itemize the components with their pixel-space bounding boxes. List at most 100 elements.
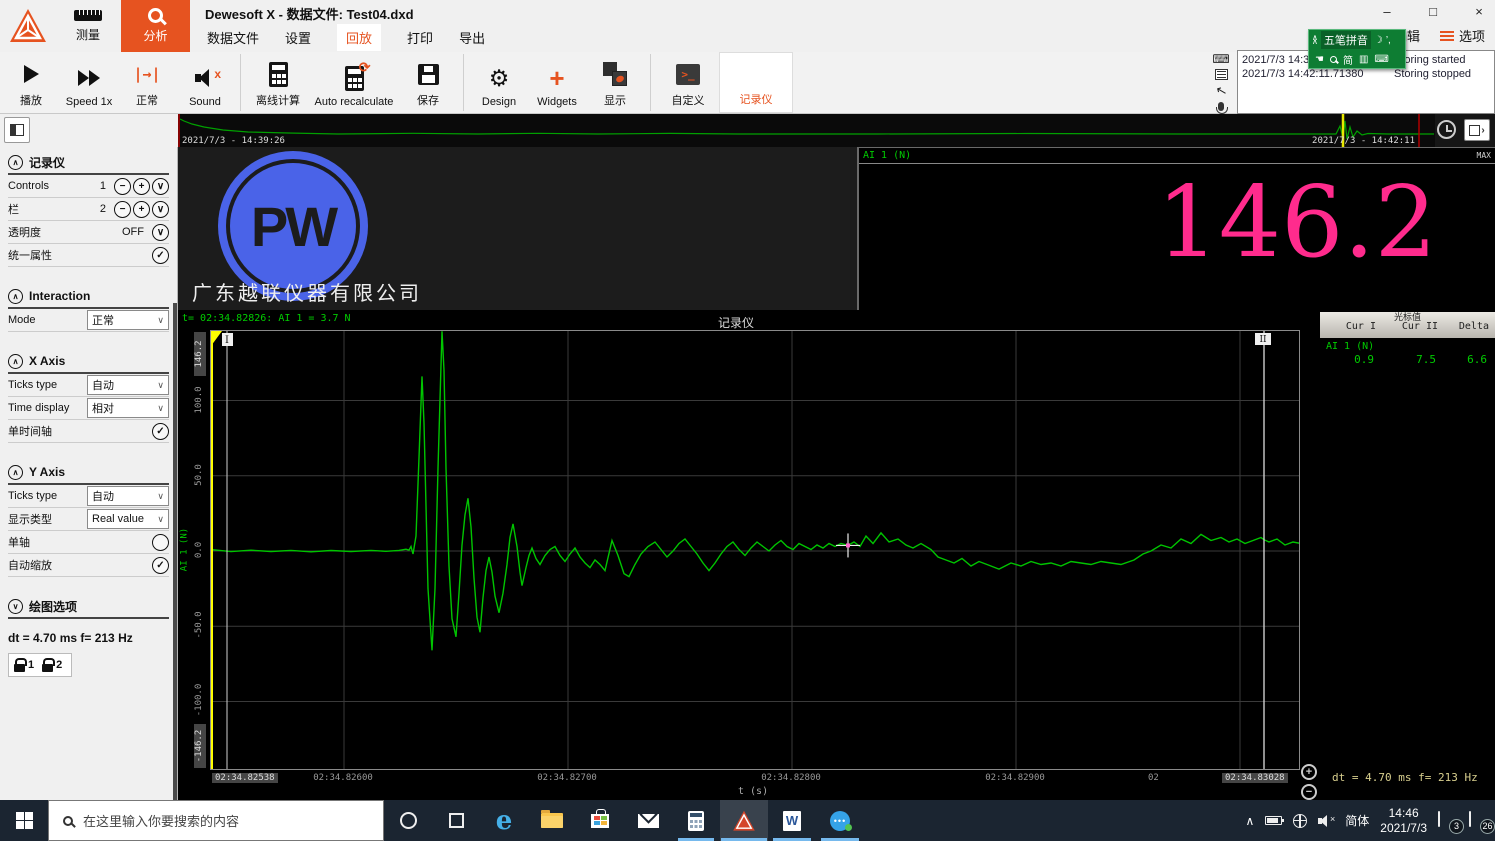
transparency-value: OFF [122, 226, 144, 238]
cortana-button[interactable] [384, 800, 432, 841]
word-button[interactable]: W [768, 800, 816, 841]
sound-button[interactable]: x Sound [189, 67, 221, 108]
ime-mode-indicator[interactable]: 简体 [1345, 814, 1370, 828]
notification-icon[interactable]: 3 [1438, 810, 1464, 834]
dewesoft-triangle-icon [9, 9, 46, 42]
mail-button[interactable] [624, 800, 672, 841]
columns-plus-button[interactable]: + [133, 200, 150, 218]
hand-icon[interactable]: ☚ [1315, 53, 1324, 65]
battery-icon[interactable] [1265, 816, 1285, 825]
menu-print[interactable]: 打印 [407, 30, 434, 46]
volume-muted-icon[interactable]: × [1318, 814, 1335, 827]
controls-dropdown-button[interactable]: ∨ [152, 177, 169, 195]
store-button[interactable] [576, 800, 624, 841]
play-button[interactable]: 播放 [2, 52, 60, 113]
single-time-axis-checkbox[interactable]: ✓ [152, 422, 169, 440]
recorder-view-button[interactable]: 记录仪 [719, 52, 793, 113]
overview-strip[interactable]: 2021/7/3 - 14:39:26 2021/7/3 - 14:42:11 [178, 114, 1435, 147]
menu-data-files[interactable]: 数据文件 [207, 30, 260, 46]
y-ticks-type-dropdown[interactable]: 自动 ∨ [87, 486, 169, 506]
normal-speed-button[interactable]: |→| 正常 [133, 65, 161, 107]
file-explorer-button[interactable] [528, 800, 576, 841]
section-draw-options[interactable]: ∨ 绘图选项 [8, 595, 169, 619]
svg-text:I: I [225, 335, 229, 346]
transparency-dropdown-button[interactable]: ∨ [152, 223, 169, 241]
maximize-button[interactable]: □ [1429, 3, 1437, 19]
custom-button[interactable]: >_ 自定义 [657, 52, 719, 113]
minimize-button[interactable]: – [1383, 3, 1391, 19]
simplified-toggle[interactable]: 简 [1342, 55, 1353, 67]
controls-minus-button[interactable]: − [114, 177, 131, 195]
edge-button[interactable]: e [480, 800, 528, 841]
widgets-button[interactable]: + Widgets [537, 63, 577, 108]
notes-icon[interactable] [1214, 69, 1228, 80]
main-plot[interactable]: I II [210, 330, 1302, 771]
sidebar-collapse-button[interactable] [4, 117, 30, 143]
display-channel: AI 1 (N) [863, 150, 912, 161]
lock-2-button[interactable]: 2 [42, 657, 62, 672]
hidden-icons-button[interactable]: ∧ [1245, 813, 1255, 828]
soft-keyboard-icon[interactable]: ⌨ [1374, 53, 1389, 65]
time-display-dropdown[interactable]: 相对 ∨ [87, 398, 169, 418]
close-button[interactable]: × [1475, 3, 1483, 19]
save-button[interactable]: 保存 [399, 52, 457, 113]
autoscale-checkbox[interactable]: ✓ [152, 556, 169, 574]
ime-collapse-icon[interactable]: ∧ ∧ [1312, 33, 1318, 46]
start-button[interactable] [0, 800, 48, 841]
task-view-button[interactable] [432, 800, 480, 841]
microphone-icon[interactable] [1216, 102, 1228, 114]
calculator-button[interactable] [672, 800, 720, 841]
controls-plus-button[interactable]: + [133, 177, 150, 195]
single-axis-checkbox[interactable] [152, 533, 169, 551]
display-type-dropdown[interactable]: Real value ∨ [87, 509, 169, 529]
ime-toolbar[interactable]: ∧ ∧ 五笔拼音 ☽ ’, ☚ 简 ▥ ⌨ [1308, 29, 1406, 69]
mode-dropdown[interactable]: 正常 ∨ [87, 310, 169, 330]
tab-measure[interactable]: 测量 [55, 0, 121, 52]
action-center-button[interactable]: 26 [1469, 810, 1495, 834]
section-interaction[interactable]: ∧ Interaction [8, 285, 169, 309]
terminal-icon: >_ [676, 63, 700, 85]
sidebar-scrollbar[interactable] [173, 303, 177, 800]
chevron-down-icon: ∨ [157, 314, 164, 325]
auto-recalculate-button[interactable]: ⟳ Auto recalculate [314, 58, 394, 109]
tab-analyse[interactable]: 分析 [121, 0, 190, 52]
cursor-values-panel: 光标值 Cur I Cur II Delta AI 1 (N) 0.9 7.5 … [1320, 310, 1495, 800]
clock-icon[interactable] [1437, 120, 1456, 139]
offline-calc-button[interactable]: 离线计算 [247, 52, 309, 113]
taskbar-search-input[interactable]: 在这里输入你要搜索的内容 [48, 800, 384, 841]
keyboard-icon[interactable]: ⌨ [1212, 52, 1230, 66]
display-button[interactable]: 显示 [586, 52, 644, 113]
panel-expand-button[interactable]: › [1464, 119, 1490, 141]
zoom-in-button[interactable]: + [1301, 764, 1317, 780]
section-recorder[interactable]: ∧ 记录仪 [8, 151, 169, 175]
digital-display-panel[interactable]: AI 1 (N) MAX 146.2 [857, 147, 1495, 310]
search-icon[interactable] [1329, 55, 1337, 63]
moon-icon[interactable]: ☽ [1373, 34, 1383, 46]
menu-settings[interactable]: 设置 [285, 30, 312, 46]
options-button[interactable]: 选项 [1439, 26, 1485, 45]
cursor-arrow-icon[interactable]: ↖ [1213, 81, 1229, 100]
design-button[interactable]: ⚙ Design [481, 64, 517, 108]
section-x-axis[interactable]: ∧ X Axis [8, 350, 169, 374]
dewesoft-taskbar-button[interactable] [720, 800, 768, 841]
menu-export[interactable]: 导出 [459, 30, 486, 46]
unified-properties-checkbox[interactable]: ✓ [152, 246, 169, 264]
zoom-out-button[interactable]: − [1301, 784, 1317, 800]
x-tick-label: 02:34.83028 [1222, 773, 1288, 783]
lock-1-button[interactable]: 1 [14, 657, 34, 672]
columns-minus-button[interactable]: − [114, 200, 131, 218]
x-ticks-type-dropdown[interactable]: 自动 ∨ [87, 375, 169, 395]
columns-dropdown-button[interactable]: ∨ [152, 200, 169, 218]
taskbar-clock[interactable]: 14:46 2021/7/3 [1380, 805, 1427, 835]
network-icon[interactable] [1293, 813, 1308, 828]
speed-button[interactable]: Speed 1x [60, 52, 118, 113]
punctuation-icon[interactable]: ’, [1385, 34, 1391, 46]
expand-panel-icon [1469, 124, 1481, 136]
menu-replay[interactable]: 回放 [337, 23, 382, 51]
wubi-table-icon[interactable]: ▥ [1358, 53, 1369, 65]
window-title: Dewesoft X - 数据文件: Test04.dxd [205, 7, 414, 22]
y-tick-label: -50.0 [194, 611, 204, 639]
chat-app-button[interactable]: ••• [816, 800, 864, 841]
section-y-axis[interactable]: ∧ Y Axis [8, 461, 169, 485]
